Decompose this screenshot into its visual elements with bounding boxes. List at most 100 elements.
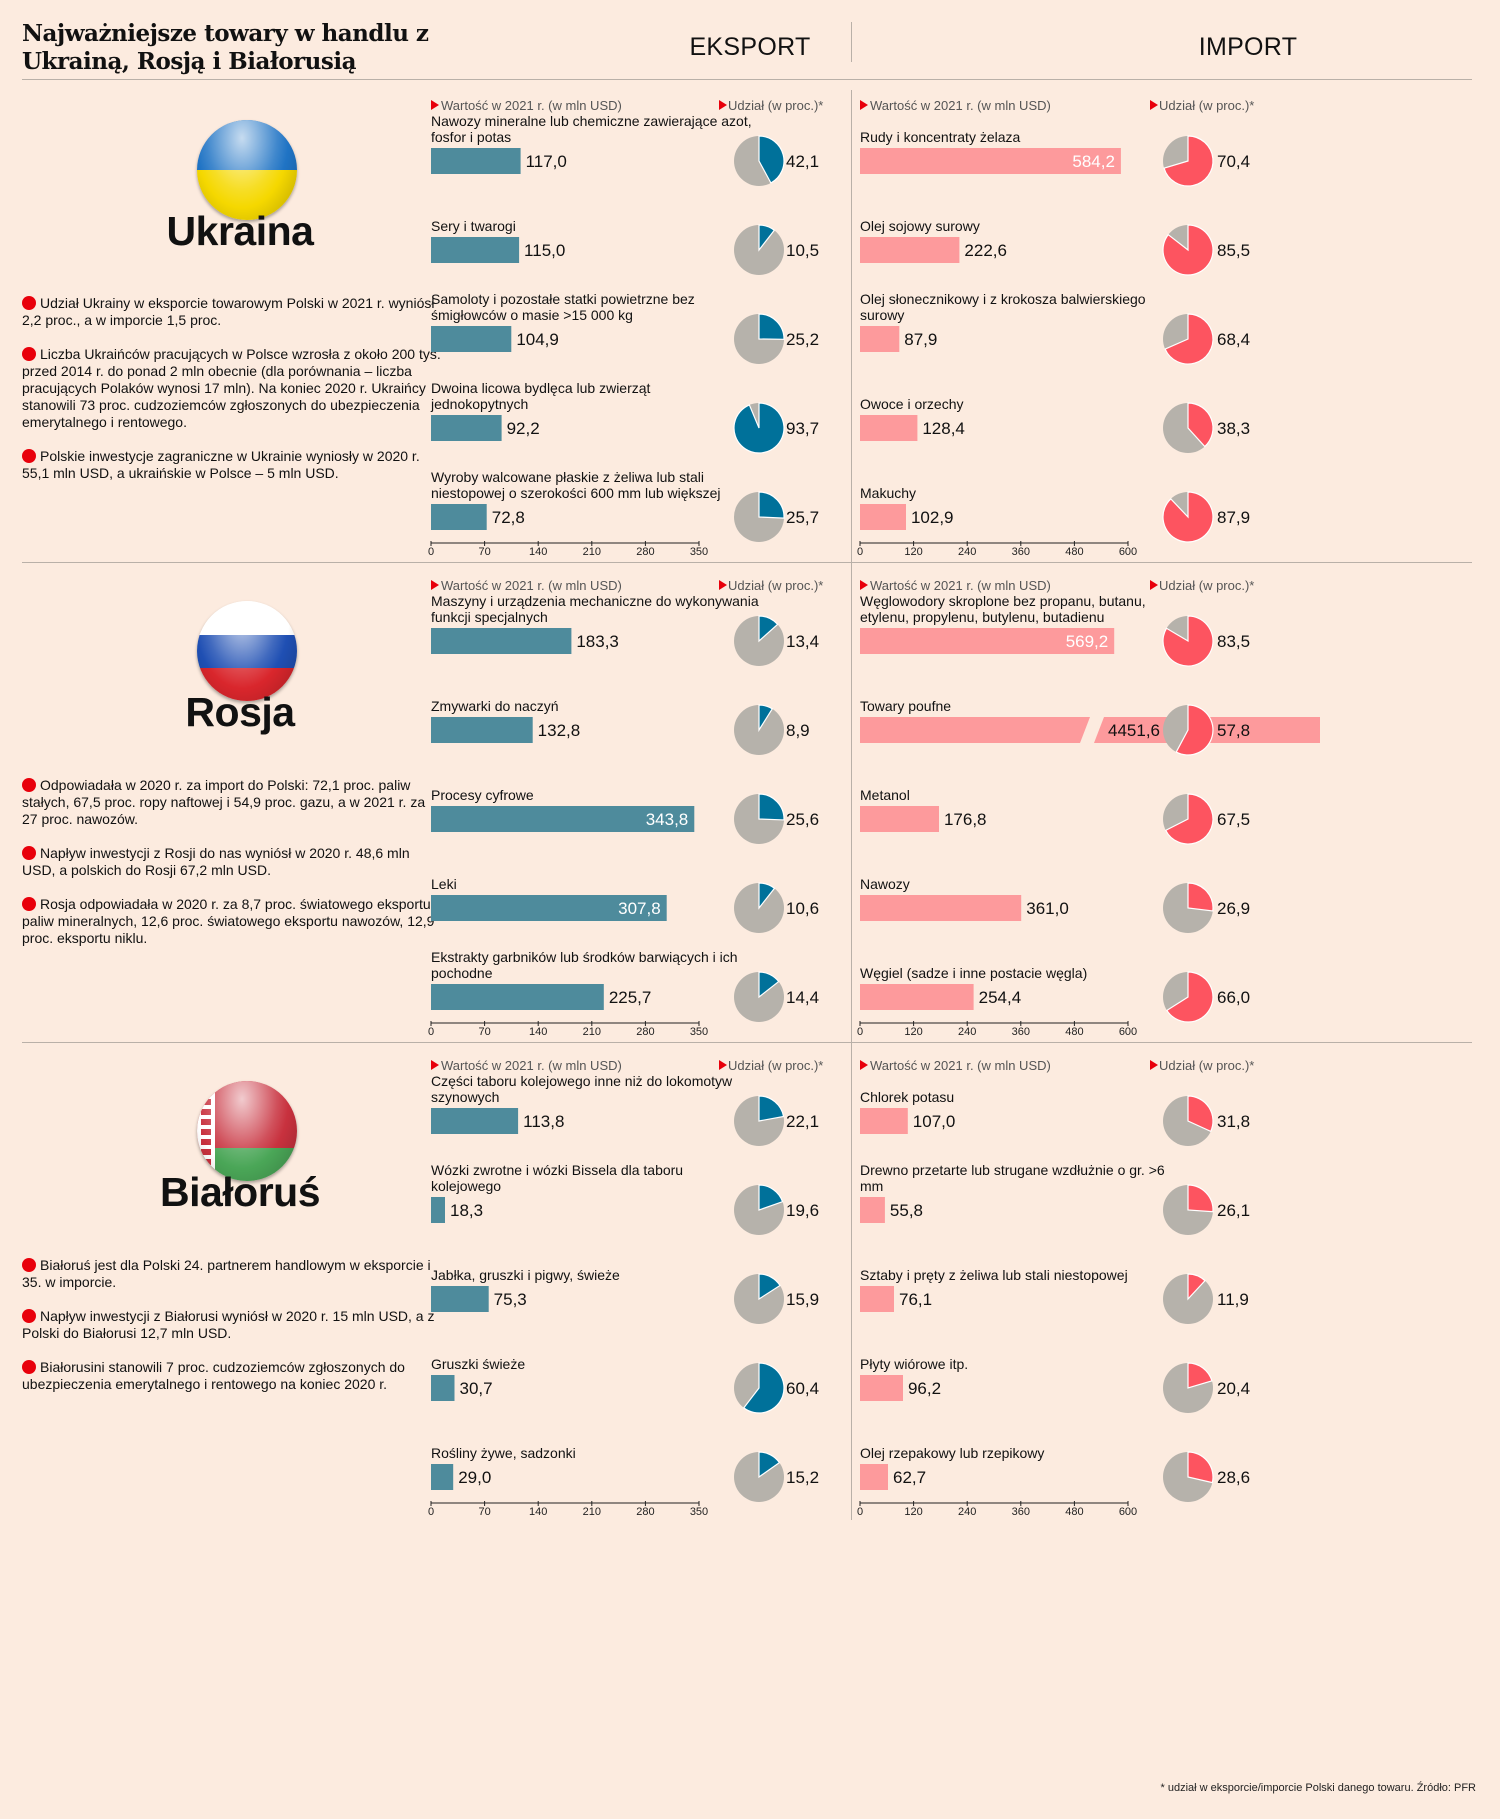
- bar: [860, 895, 1022, 921]
- share-value-label: 10,5: [786, 241, 819, 260]
- bar: [860, 1286, 894, 1312]
- category-label: Rośliny żywe, sadzonki: [431, 1445, 576, 1461]
- share-value-label: 57,8: [1217, 721, 1250, 740]
- x-tick-label: 360: [1012, 1026, 1030, 1038]
- category-label: Metanol: [860, 787, 910, 803]
- category-label: Płyty wiórowe itp.: [860, 1356, 968, 1372]
- bar-value-label: 92,2: [507, 419, 540, 438]
- bar-value-label: 75,3: [494, 1290, 527, 1309]
- share-axis-label: Udział (w proc.)*: [728, 1058, 823, 1073]
- share-value-label: 10,6: [786, 899, 819, 918]
- bar-value-label: 222,6: [964, 241, 1007, 260]
- x-tick-label: 140: [529, 1026, 547, 1038]
- x-tick-label: 70: [478, 546, 490, 558]
- share-pie-slice: [758, 793, 785, 821]
- note-text: Polskie inwestycje zagraniczne w Ukraini…: [22, 448, 420, 481]
- share-pie-slice: [1187, 1095, 1214, 1133]
- bar-value-label: 183,3: [576, 632, 619, 651]
- share-axis-label: Udział (w proc.)*: [1159, 98, 1254, 113]
- x-tick-label: 0: [428, 1026, 434, 1038]
- bar: [431, 1286, 489, 1312]
- value-arrow-icon: [431, 1060, 439, 1070]
- category-label: Olej słonecznikowy i z krokosza balwiers…: [860, 291, 1146, 307]
- bar-value-label: 107,0: [913, 1112, 956, 1131]
- share-pie-slice: [1175, 704, 1214, 756]
- bar-value-label: 55,8: [890, 1201, 923, 1220]
- share-pie-slice: [1187, 1273, 1206, 1301]
- value-axis-label: Wartość w 2021 r. (w mln USD): [870, 578, 1051, 593]
- bar-value-label: 117,0: [526, 152, 567, 171]
- value-arrow-icon: [860, 580, 868, 590]
- country-name-rosja: Rosja: [185, 689, 295, 735]
- share-pie-slice: [742, 1362, 785, 1414]
- bullet-icon: [22, 347, 36, 361]
- x-tick-label: 0: [428, 1506, 434, 1518]
- bar-value-label: 176,8: [944, 810, 987, 829]
- bar: [431, 628, 572, 654]
- bar: [431, 1197, 445, 1223]
- category-label: Olej rzepakowy lub rzepikowy: [860, 1445, 1044, 1461]
- import-header: IMPORT: [1198, 33, 1298, 61]
- share-value-label: 15,9: [786, 1290, 819, 1309]
- share-pie-slice: [1164, 793, 1214, 845]
- bar: [860, 717, 1090, 743]
- note-text: Udział Ukrainy w eksporcie towarowym Pol…: [22, 295, 435, 328]
- note: Białorusini stanowili 7 proc. cudzoziemc…: [22, 1359, 442, 1393]
- category-label: niestopowej o szerokości 600 mm lub więk…: [431, 485, 720, 501]
- x-tick-label: 70: [478, 1026, 490, 1038]
- share-value-label: 22,1: [786, 1112, 819, 1131]
- bar-value-label: 102,9: [911, 508, 954, 527]
- russia-flag-icon: [197, 601, 297, 701]
- category-label: Rudy i koncentraty żelaza: [860, 129, 1021, 145]
- flag-gloss: [197, 601, 297, 701]
- category-label: Nawozy mineralne lub chemiczne zawierają…: [431, 113, 752, 129]
- bar-value-label: 225,7: [609, 988, 652, 1007]
- share-value-label: 66,0: [1217, 988, 1250, 1007]
- x-tick-label: 120: [904, 546, 922, 558]
- x-tick-label: 120: [904, 1026, 922, 1038]
- top-divider: [22, 79, 1472, 80]
- x-tick-label: 240: [958, 1026, 976, 1038]
- category-label: etylenu, propylenu, butylenu, butadienu: [860, 609, 1104, 625]
- share-value-label: 8,9: [786, 721, 810, 740]
- share-pie-slice: [1187, 1451, 1214, 1484]
- share-value-label: 26,9: [1217, 899, 1250, 918]
- category-label: Sery i twarogi: [431, 218, 516, 234]
- bar-value-label: 569,2: [1066, 632, 1109, 651]
- category-label: Samoloty i pozostałe statki powietrzne b…: [431, 291, 695, 307]
- bullet-icon: [22, 449, 36, 463]
- note-text: Odpowiadała w 2020 r. za import do Polsk…: [22, 777, 426, 827]
- x-tick-label: 480: [1065, 546, 1083, 558]
- section-divider: [22, 562, 1472, 563]
- share-pie-slice: [1162, 224, 1214, 276]
- share-arrow-icon: [719, 100, 727, 110]
- category-label: surowy: [860, 307, 904, 323]
- value-arrow-icon: [860, 1060, 868, 1070]
- note-text: Napływ inwestycji z Białorusi wyniósł w …: [22, 1308, 435, 1341]
- bar-value-label: 254,4: [979, 988, 1022, 1007]
- share-pie-slice: [758, 135, 785, 184]
- bar: [431, 1108, 519, 1134]
- export-header: EKSPORT: [689, 33, 811, 61]
- share-pie-slice: [758, 224, 776, 252]
- category-label: Chlorek potasu: [860, 1089, 954, 1105]
- x-tick-label: 210: [583, 1026, 601, 1038]
- note-text: Rosja odpowiadała w 2020 r. za 8,7 proc.…: [22, 896, 435, 946]
- share-pie-slice: [758, 615, 779, 643]
- share-value-label: 60,4: [786, 1379, 819, 1398]
- x-tick-label: 0: [428, 546, 434, 558]
- share-arrow-icon: [1150, 100, 1158, 110]
- share-pie-slice: [1166, 971, 1214, 1023]
- x-tick-label: 210: [583, 546, 601, 558]
- category-label: Owoce i orzechy: [860, 396, 963, 412]
- x-tick-label: 360: [1012, 546, 1030, 558]
- bar-value-label: 343,8: [646, 810, 689, 829]
- x-tick-label: 350: [690, 1026, 708, 1038]
- note-text: Napływ inwestycji z Rosji do nas wyniósł…: [22, 845, 410, 878]
- bar: [860, 628, 1115, 654]
- category-label: pochodne: [431, 965, 493, 981]
- category-label: Wyroby walcowane płaskie z żeliwa lub st…: [431, 469, 704, 485]
- x-tick-label: 70: [478, 1506, 490, 1518]
- x-tick-label: 480: [1065, 1026, 1083, 1038]
